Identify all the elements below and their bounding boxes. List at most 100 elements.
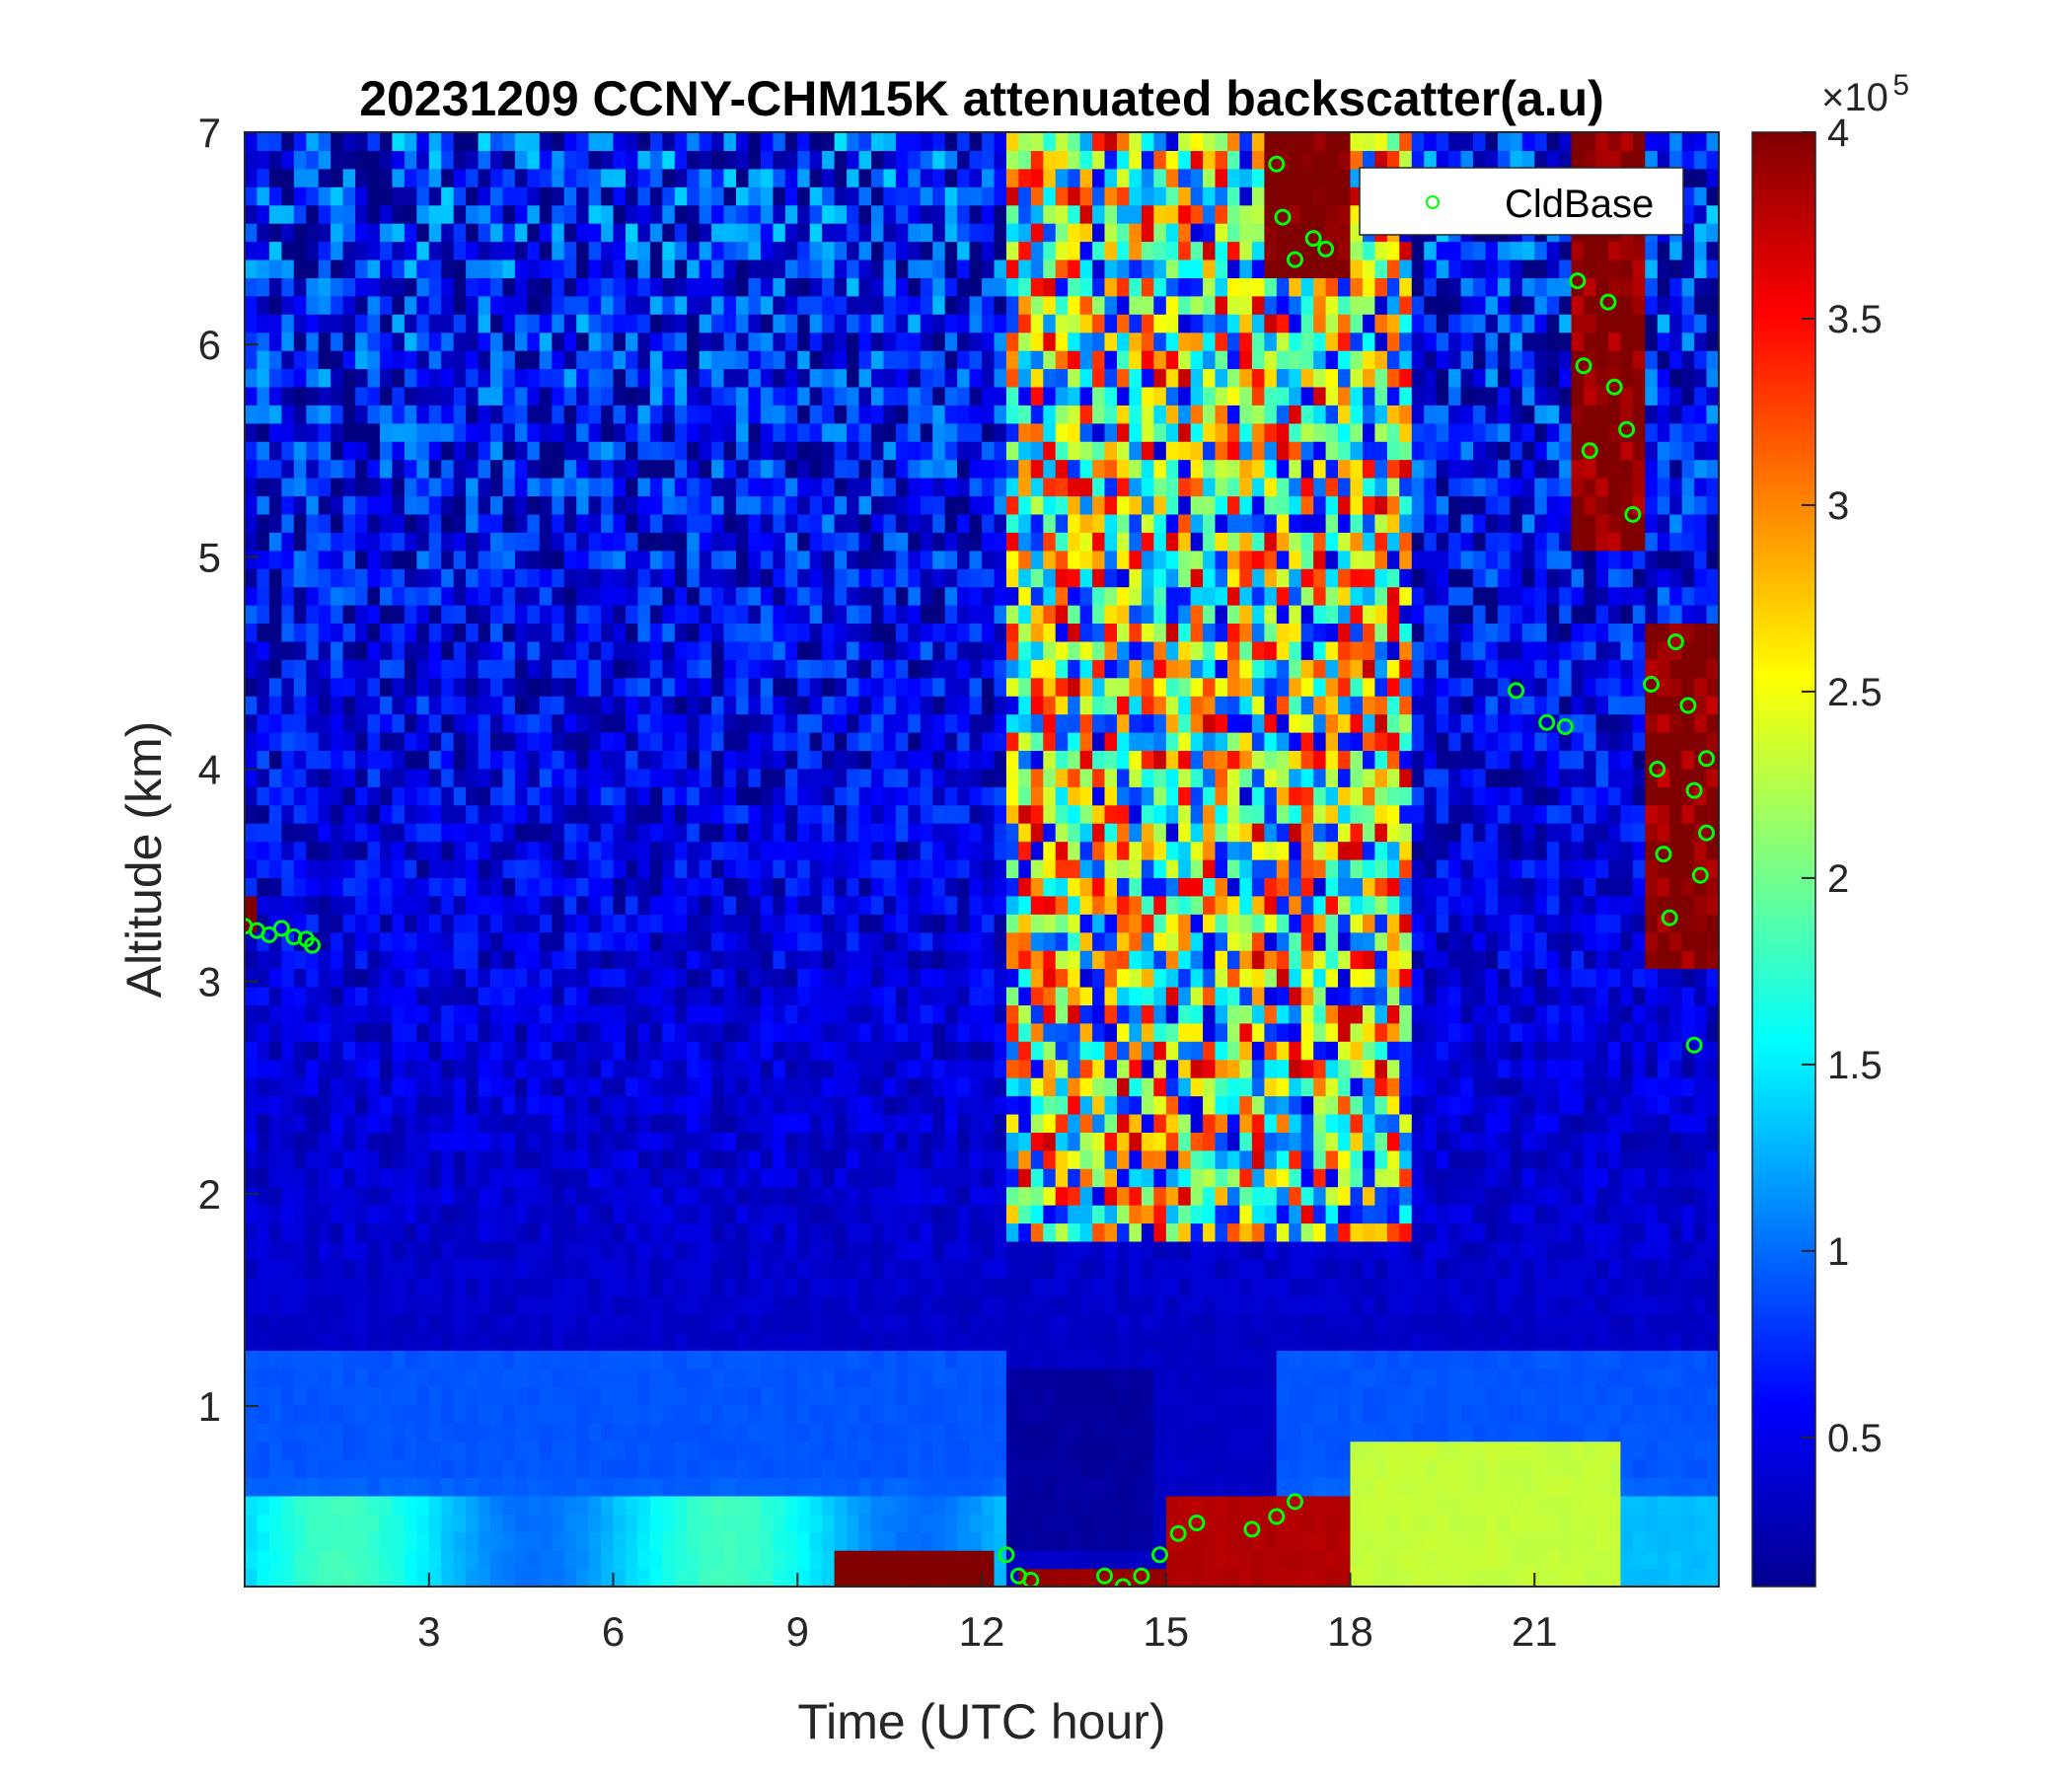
heatmap-cell <box>699 1459 712 1478</box>
heatmap-cell <box>613 1095 627 1115</box>
heatmap-cell <box>858 1186 872 1206</box>
heatmap-cell <box>601 259 615 278</box>
heatmap-cell <box>883 1259 897 1279</box>
heatmap-cell <box>392 677 406 697</box>
heatmap-cell <box>514 1423 528 1443</box>
heatmap-cell <box>539 513 553 533</box>
heatmap-cell <box>428 841 442 860</box>
heatmap-cell <box>674 1259 688 1279</box>
heatmap-cell <box>428 332 442 351</box>
heatmap-cell <box>723 1332 737 1351</box>
heatmap-cell <box>355 204 369 224</box>
heatmap-cell <box>932 1004 946 1024</box>
heatmap-cell <box>687 659 701 679</box>
heatmap-cell <box>441 659 455 679</box>
heatmap-cell <box>502 1313 516 1333</box>
heatmap-cell <box>563 1240 577 1260</box>
heatmap-cell <box>355 1459 369 1478</box>
heatmap-cell <box>822 1205 836 1224</box>
heatmap-cell <box>797 1095 811 1115</box>
heatmap-cell <box>908 513 922 533</box>
heatmap-cell <box>920 895 933 915</box>
heatmap-cell <box>268 1332 282 1351</box>
heatmap-cell <box>784 1095 798 1115</box>
heatmap-cell <box>539 713 553 733</box>
heatmap-cell <box>257 150 270 170</box>
heatmap-cell <box>478 441 491 461</box>
heatmap-cell <box>563 1477 577 1497</box>
heatmap-cell <box>380 1568 393 1587</box>
heatmap-cell <box>883 422 897 442</box>
heatmap-cell <box>268 478 282 497</box>
heatmap-cell <box>834 1386 848 1406</box>
heatmap-cell <box>367 786 381 806</box>
heatmap-cell <box>245 640 258 660</box>
heatmap-cell <box>245 277 258 297</box>
heatmap-cell <box>784 823 798 843</box>
heatmap-cell <box>711 132 725 151</box>
heatmap-cell <box>576 1059 590 1078</box>
heatmap-cell <box>957 459 971 479</box>
heatmap-cell <box>268 1022 282 1042</box>
heatmap-cell <box>342 732 356 751</box>
heatmap-cell <box>883 1386 897 1406</box>
heatmap-cell <box>944 931 958 951</box>
heatmap-cell <box>834 914 848 933</box>
heatmap-cell <box>514 168 528 187</box>
heatmap-cell <box>895 1313 909 1333</box>
heatmap-cell <box>944 386 958 406</box>
heatmap-cell <box>245 605 258 624</box>
heatmap-cell <box>932 931 946 951</box>
heatmap-cell <box>428 1350 442 1369</box>
heatmap-cell <box>994 786 1007 806</box>
heatmap-cell <box>847 1441 860 1460</box>
heatmap-cell <box>527 223 541 243</box>
heatmap-cell <box>883 696 897 715</box>
heatmap-cell <box>367 350 381 370</box>
heatmap-cell <box>699 223 712 243</box>
heatmap-cell <box>392 713 406 733</box>
heatmap-cell <box>502 640 516 660</box>
heatmap-cell <box>331 1114 344 1133</box>
heatmap-cell <box>895 459 909 479</box>
heatmap-cell <box>994 1332 1007 1351</box>
heatmap-cell <box>674 968 688 988</box>
heatmap-cell <box>257 295 270 315</box>
heatmap-cell <box>982 1004 995 1024</box>
heatmap-cell <box>342 132 356 151</box>
heatmap-cell <box>416 1022 430 1042</box>
heatmap-cell <box>809 405 823 424</box>
heatmap-cell <box>441 1277 455 1296</box>
heatmap-cell <box>404 241 417 260</box>
heatmap-cell <box>613 314 627 333</box>
heatmap-cell <box>502 1004 516 1024</box>
heatmap-cell <box>711 168 725 187</box>
heatmap-cell <box>257 696 270 715</box>
heatmap-cell <box>748 186 762 206</box>
heatmap-cell <box>944 914 958 933</box>
heatmap-cell <box>1005 1259 1019 1279</box>
heatmap-cell <box>871 1332 884 1351</box>
heatmap-cell <box>822 677 836 697</box>
heatmap-cell <box>908 1295 922 1315</box>
heatmap-cell <box>773 441 786 461</box>
heatmap-cell <box>318 1186 332 1206</box>
heatmap-cell <box>293 786 307 806</box>
heatmap-cell <box>355 1313 369 1333</box>
heatmap-cell <box>601 1386 615 1406</box>
heatmap-cell <box>342 386 356 406</box>
heatmap-cell <box>994 1459 1007 1478</box>
heatmap-cell <box>760 1022 774 1042</box>
heatmap-cell <box>318 1477 332 1497</box>
heatmap-cell <box>637 1059 651 1078</box>
heatmap-cell <box>588 1186 602 1206</box>
heatmap-cell <box>699 586 712 606</box>
heatmap-cell <box>601 823 615 843</box>
heatmap-cell <box>293 478 307 497</box>
heatmap-cell <box>847 532 860 552</box>
heatmap-cell <box>797 914 811 933</box>
heatmap-cell <box>920 1477 933 1497</box>
heatmap-cell <box>809 495 823 515</box>
heatmap-cell <box>514 1205 528 1224</box>
heatmap-cell <box>699 1332 712 1351</box>
